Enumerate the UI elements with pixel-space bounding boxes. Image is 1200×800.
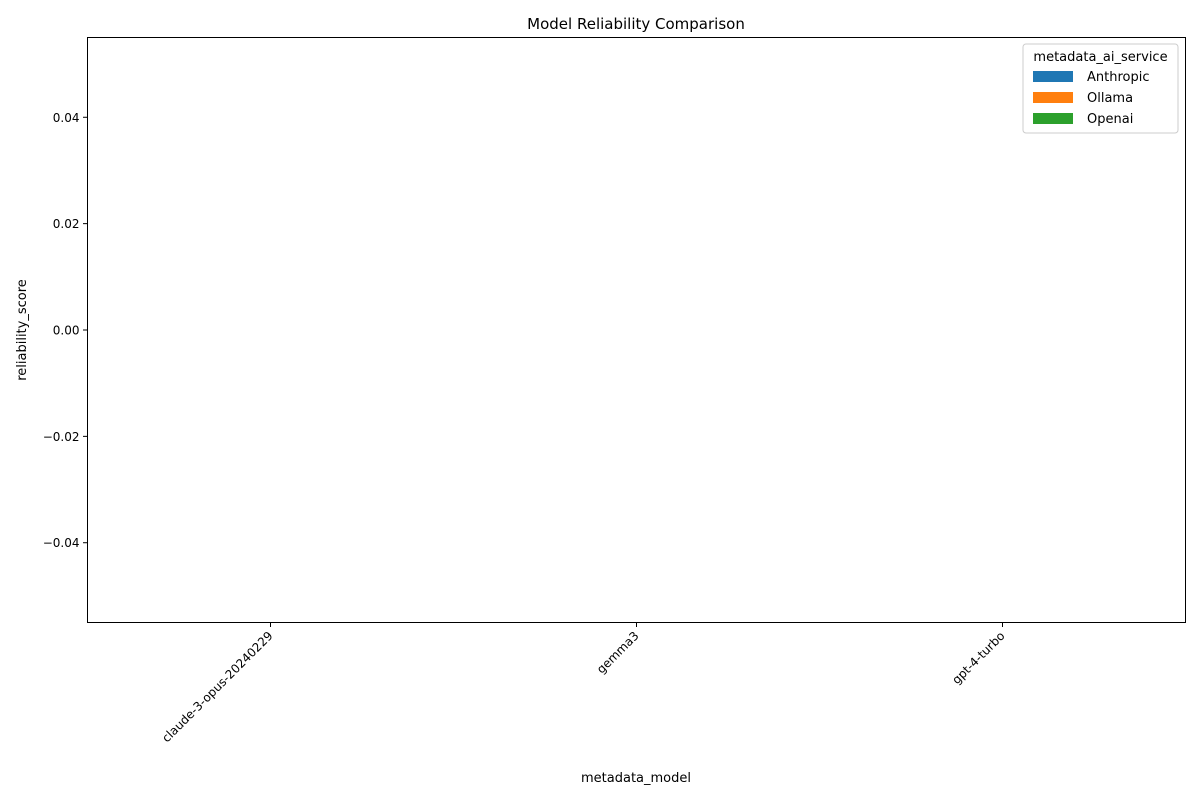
y-tick-label: −0.02 [43,430,80,444]
legend-entry-label: Ollama [1087,91,1133,106]
y-tick-label: 0.04 [53,111,80,125]
legend-swatch [1033,92,1073,103]
legend: metadata_ai_service Anthropic Ollama Opena… [1022,43,1179,134]
y-tick-label: 0.02 [53,217,80,231]
y-axis-ticks: 0.04 0.02 0.00 −0.02 −0.04 [43,111,88,550]
legend-title: metadata_ai_service [1033,50,1167,65]
legend-entry-label: Anthropic [1087,70,1150,85]
y-tick-label: −0.04 [43,536,80,550]
legend-entry-label: Openai [1087,112,1133,127]
legend-frame [1022,43,1179,134]
legend-swatch [1033,71,1073,82]
legend-swatch [1033,113,1073,124]
plot-area-frame [87,37,1186,623]
chart-title: Model Reliability Comparison [527,15,745,33]
y-tick-label: 0.00 [53,324,80,338]
x-axis-label: metadata_model [581,771,691,786]
y-axis-label: reliability_score [15,279,30,381]
